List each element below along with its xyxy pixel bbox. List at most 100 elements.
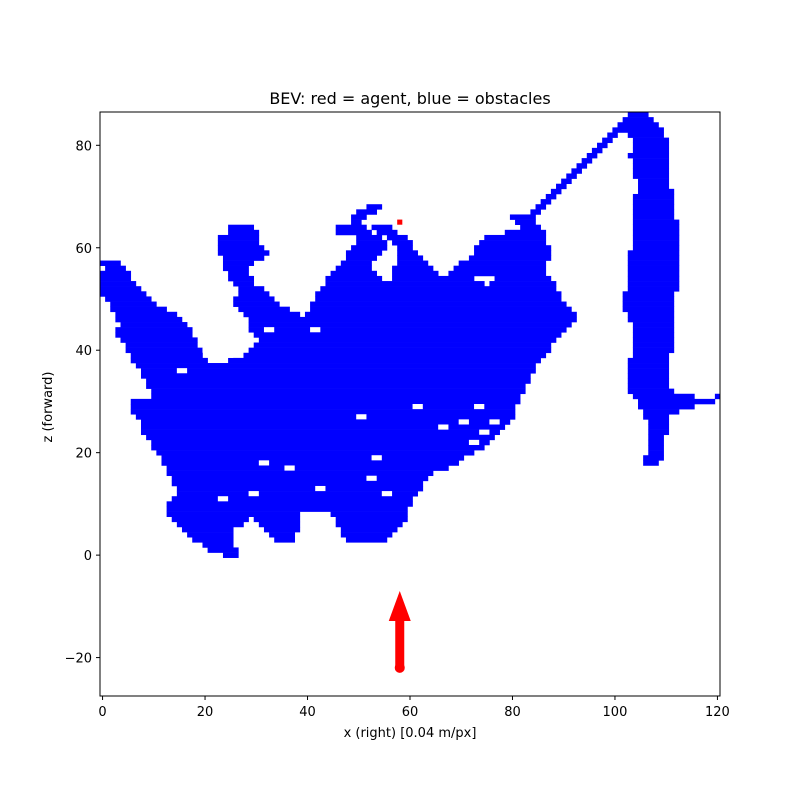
obstacle-cell-run bbox=[253, 332, 562, 338]
obstacle-cell-run bbox=[356, 240, 388, 246]
agent-position-dot bbox=[394, 662, 405, 673]
obstacle-cell-run bbox=[151, 388, 526, 395]
obstacle-cell-run bbox=[125, 347, 203, 354]
obstacle-cell-run bbox=[632, 322, 675, 328]
obstacle-cell-run bbox=[632, 352, 670, 359]
obstacle-cell-run bbox=[494, 275, 552, 282]
obstacle-cell-run bbox=[632, 214, 675, 220]
obstacle-cell-run bbox=[130, 352, 203, 359]
obstacle-gap bbox=[207, 322, 218, 328]
obstacle-cell-run bbox=[571, 168, 582, 174]
obstacle-cell-run bbox=[325, 281, 388, 287]
obstacle-cell-run bbox=[156, 450, 475, 456]
obstacle-cell-run bbox=[643, 455, 664, 461]
obstacle-cell-run bbox=[115, 332, 193, 338]
x-tick-label: 60 bbox=[402, 705, 419, 720]
obstacle-cell-run bbox=[561, 178, 572, 185]
obstacle-cell-run bbox=[556, 183, 567, 190]
plot-area bbox=[99, 111, 721, 697]
obstacle-cell-run bbox=[632, 240, 680, 246]
x-tick-label: 20 bbox=[197, 705, 214, 720]
obstacle-cell-run bbox=[335, 229, 372, 236]
obstacle-cell-run bbox=[253, 342, 552, 348]
obstacle-cell-run bbox=[632, 147, 670, 154]
obstacle-cell-run bbox=[550, 188, 562, 195]
obstacle-cell-run bbox=[484, 234, 547, 241]
obstacle-cell-run bbox=[171, 516, 249, 523]
obstacle-gap bbox=[258, 460, 270, 466]
obstacle-cell-run bbox=[627, 281, 680, 287]
obstacle-cell-run bbox=[238, 291, 270, 297]
obstacle-cell-run bbox=[166, 506, 408, 512]
obstacle-cell-run bbox=[115, 316, 183, 323]
obstacle-cell-run bbox=[622, 301, 675, 307]
obstacle-cell-run bbox=[392, 240, 413, 246]
obstacle-cell-run bbox=[366, 204, 383, 210]
obstacle-cell-run bbox=[627, 363, 670, 369]
obstacle-cell-run bbox=[607, 132, 618, 138]
obstacle-cell-run bbox=[176, 491, 418, 497]
obstacle-cell-run bbox=[140, 424, 506, 430]
obstacle-cell-run bbox=[530, 209, 541, 215]
obstacle-cell-run bbox=[351, 214, 367, 220]
obstacle-cell-run bbox=[146, 383, 526, 389]
obstacle-cell-run bbox=[130, 398, 521, 405]
obstacle-cell-run bbox=[345, 255, 377, 261]
obstacle-cell-run bbox=[330, 270, 377, 277]
obstacle-cell-run bbox=[110, 306, 167, 313]
obstacle-cell-run bbox=[140, 368, 536, 374]
obstacle-cell-run bbox=[648, 450, 664, 456]
obstacle-cell-run bbox=[263, 526, 301, 533]
obstacle-cell-run bbox=[217, 240, 260, 246]
obstacle-cell-run bbox=[540, 199, 552, 205]
obstacle-cell-run bbox=[627, 112, 649, 118]
obstacle-cell-run bbox=[468, 255, 552, 261]
obstacle-cell-run bbox=[632, 332, 675, 338]
obstacle-cell-run bbox=[627, 368, 670, 374]
obstacle-cell-run bbox=[100, 286, 142, 292]
obstacle-cell-run bbox=[520, 224, 541, 231]
obstacle-cell-run bbox=[315, 296, 562, 302]
obstacle-cell-run bbox=[217, 245, 265, 251]
obstacle-cell-run bbox=[627, 383, 670, 389]
obstacle-cell-run bbox=[386, 234, 408, 241]
obstacle-cell-run bbox=[135, 363, 536, 369]
obstacle-cell-run bbox=[632, 245, 680, 251]
obstacle-gap bbox=[212, 342, 229, 348]
obstacle-cell-run bbox=[392, 265, 434, 272]
obstacle-cell-run bbox=[627, 378, 670, 384]
obstacle-cell-run bbox=[632, 142, 670, 149]
y-tick-label: 20 bbox=[75, 447, 92, 462]
agent-arrow-shaft bbox=[395, 619, 405, 668]
obstacle-cell-run bbox=[202, 542, 234, 548]
obstacle-cell-run bbox=[448, 270, 547, 277]
obstacle-cell-run bbox=[509, 214, 536, 220]
obstacle-cell-run bbox=[622, 117, 654, 123]
obstacle-cell-run bbox=[228, 229, 260, 236]
obstacle-cell-run bbox=[356, 234, 383, 241]
obstacle-cell-run bbox=[627, 311, 675, 318]
obstacle-gap bbox=[489, 419, 500, 425]
obstacle-cell-run bbox=[371, 224, 393, 231]
obstacle-cell-run bbox=[176, 485, 424, 492]
obstacle-cell-run bbox=[714, 393, 721, 400]
agent-arrow-head bbox=[388, 590, 411, 621]
obstacle-cell-run bbox=[217, 250, 270, 256]
obstacle-gap bbox=[479, 429, 490, 435]
obstacle-cell-run bbox=[228, 270, 249, 277]
obstacle-cell-run bbox=[243, 352, 547, 359]
obstacle-cell-run bbox=[648, 419, 670, 425]
obstacle-cell-run bbox=[627, 255, 680, 261]
obstacle-cell-run bbox=[638, 404, 695, 410]
obstacle-cell-run bbox=[146, 434, 495, 441]
obstacle-cell-run bbox=[228, 357, 541, 364]
obstacle-cell-run bbox=[632, 209, 675, 215]
obstacle-cell-run bbox=[228, 275, 255, 282]
obstacle-cell-run bbox=[632, 347, 675, 354]
obstacle-cell-run bbox=[632, 199, 675, 205]
obstacle-cell-run bbox=[627, 357, 670, 364]
obstacle-gap bbox=[381, 491, 393, 497]
obstacle-cell-run bbox=[253, 516, 301, 523]
obstacle-cell-run bbox=[602, 137, 613, 144]
obstacle-cell-run bbox=[638, 178, 670, 185]
